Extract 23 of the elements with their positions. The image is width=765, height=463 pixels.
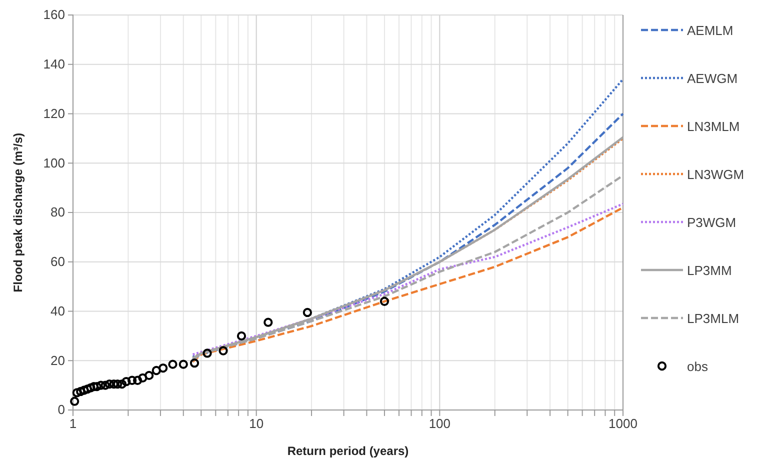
- y-tick-label: 80: [50, 204, 65, 220]
- legend-label: LN3MLM: [687, 119, 740, 134]
- y-axis-title: Flood peak discharge (m³/s): [11, 132, 25, 292]
- y-tick-label: 100: [43, 155, 65, 170]
- legend-label: LP3MM: [687, 263, 732, 278]
- y-tick-label: 160: [43, 7, 65, 22]
- x-tick-label: 1000: [608, 416, 638, 432]
- legend-label: obs: [687, 359, 708, 374]
- legend-label: P3WGM: [687, 215, 736, 230]
- y-tick-label: 140: [43, 56, 65, 72]
- x-tick-label: 100: [428, 416, 451, 432]
- legend-label: LN3WGM: [687, 167, 744, 182]
- x-tick-label: 1: [69, 416, 77, 432]
- x-axis-title: Return period (years): [287, 444, 409, 458]
- y-tick-label: 0: [58, 402, 65, 418]
- x-tick-label: 10: [249, 416, 264, 432]
- legend-label: AEMLM: [687, 23, 734, 38]
- y-tick-label: 20: [50, 352, 65, 368]
- legend-label: AEWGM: [687, 71, 738, 86]
- y-tick-label: 120: [43, 106, 65, 121]
- y-tick-label: 40: [50, 303, 65, 318]
- y-tick-label: 60: [50, 254, 65, 270]
- legend-label: LP3MLM: [687, 311, 740, 326]
